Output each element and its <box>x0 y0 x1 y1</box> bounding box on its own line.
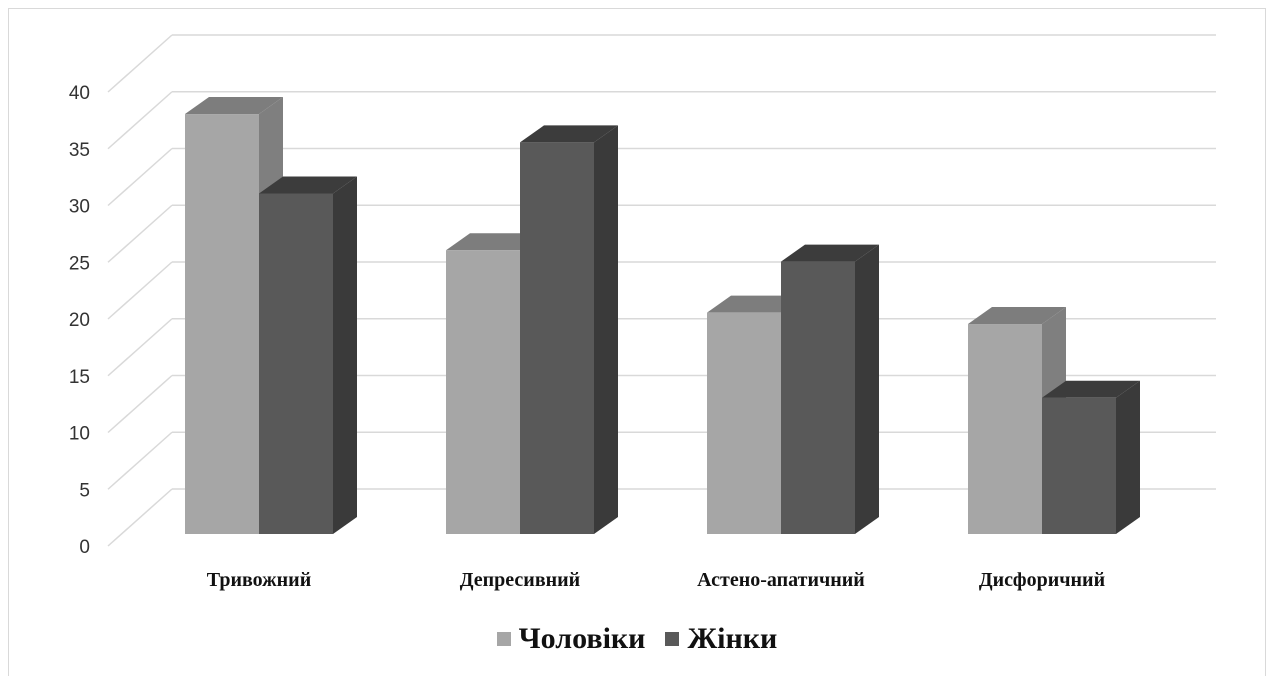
bar-front <box>446 250 520 534</box>
bar-women-1 <box>259 176 357 534</box>
bar-top <box>707 295 805 313</box>
x-axis-categories: Тривожний Депресивний Астено-апатичний Дисф… <box>207 569 1105 591</box>
bar-front <box>707 312 781 534</box>
x-category-label: Дисфоричний <box>979 569 1105 591</box>
bar-side <box>333 176 357 534</box>
legend-item: Чоловіки <box>496 622 646 656</box>
legend-swatch <box>665 632 680 646</box>
y-tick-label: 0 <box>79 537 90 558</box>
bar-top <box>1042 380 1140 398</box>
bar-side <box>594 125 618 535</box>
gridline-diagonal <box>107 318 173 377</box>
y-tick-label: 20 <box>69 310 90 331</box>
chart-frame <box>8 8 1266 676</box>
legend-swatch <box>496 632 511 646</box>
y-tick-label: 35 <box>69 140 90 161</box>
bar-men-2 <box>446 233 544 534</box>
y-tick-label: 25 <box>69 253 90 274</box>
gridline-diagonal <box>107 431 173 490</box>
x-category-label: Депресивний <box>460 569 580 591</box>
gridline-diagonal <box>107 204 173 263</box>
bar-top <box>185 97 283 115</box>
bar-women-3 <box>781 244 879 534</box>
legend-item: Жінки <box>665 622 777 656</box>
x-category-label: Астено-апатичний <box>697 569 865 591</box>
bar-front <box>259 193 333 534</box>
bar-front <box>968 324 1042 534</box>
bar-front <box>781 261 855 534</box>
gridline-diagonal <box>107 374 173 434</box>
bar-top <box>259 176 357 194</box>
legend-label: Жінки <box>687 622 778 655</box>
y-tick-label: 30 <box>69 197 90 218</box>
gridline-diagonal <box>107 34 173 93</box>
y-tick-label: 15 <box>69 367 90 388</box>
legend: Чоловіки Жінки <box>0 622 1274 656</box>
bar-women-2 <box>520 125 618 535</box>
gridline-diagonal <box>107 91 173 150</box>
y-axis-ticks: 0 5 10 15 20 25 30 35 40 <box>69 83 90 558</box>
y-tick-label: 40 <box>69 83 90 104</box>
gridline-diagonal <box>107 488 173 547</box>
bar-front <box>1042 397 1116 534</box>
bar-side <box>855 244 879 534</box>
x-category-label: Тривожний <box>207 569 311 591</box>
y-tick-label: 10 <box>69 424 90 445</box>
gridline-diagonal <box>107 261 173 320</box>
y-tick-label: 5 <box>79 480 90 501</box>
bar-top <box>446 233 544 251</box>
bar-front <box>185 114 259 535</box>
bar-side <box>1116 380 1140 534</box>
gridline-diagonal <box>107 147 173 207</box>
legend-label: Чоловіки <box>518 622 646 655</box>
bar-women-4 <box>1042 380 1140 534</box>
bar-front <box>520 142 594 535</box>
bars <box>185 97 1140 535</box>
bar-top <box>781 244 879 262</box>
bar-top <box>520 125 618 143</box>
bar-top <box>968 307 1066 325</box>
